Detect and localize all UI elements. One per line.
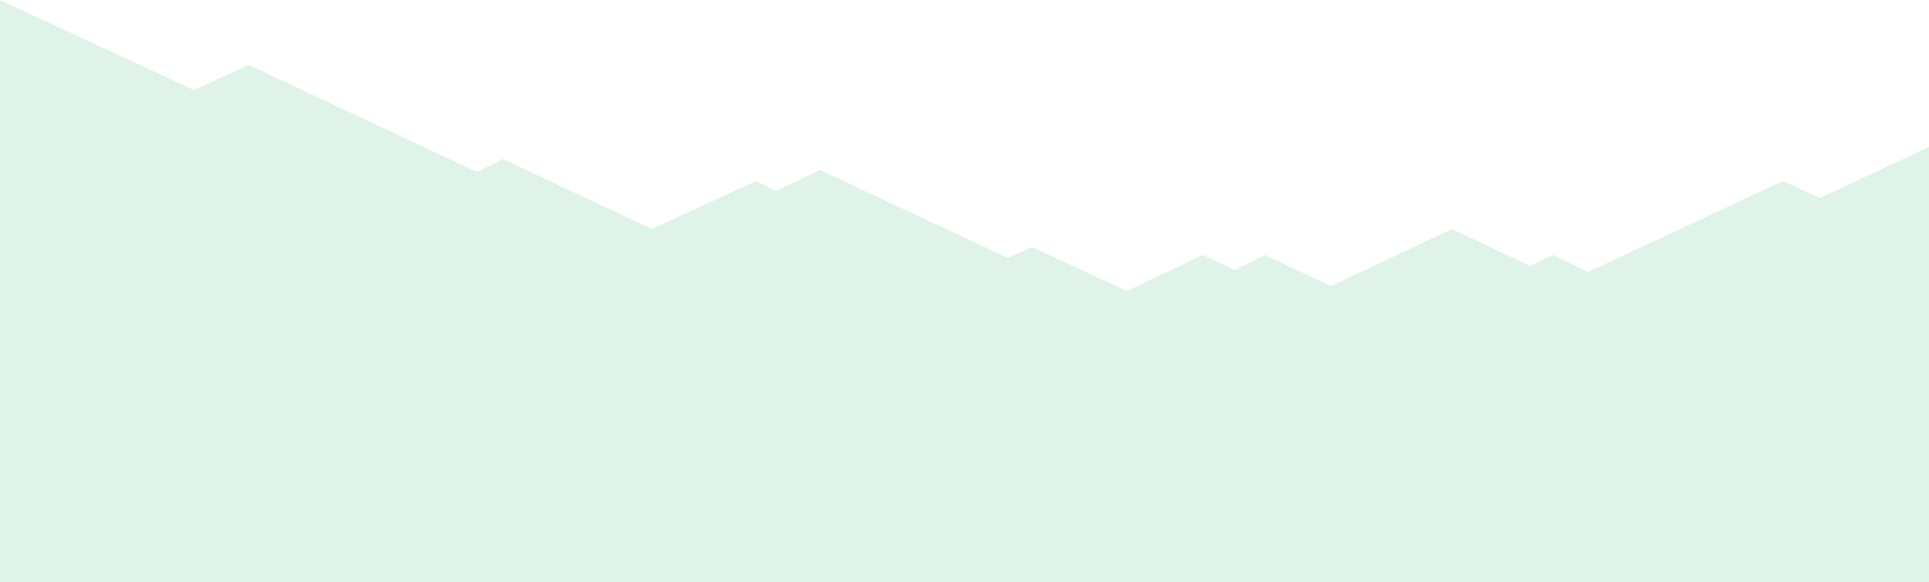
mountain-silhouette-graphic xyxy=(0,0,1929,582)
page-background xyxy=(0,0,1929,582)
mountain-silhouette-shape xyxy=(0,0,1929,582)
